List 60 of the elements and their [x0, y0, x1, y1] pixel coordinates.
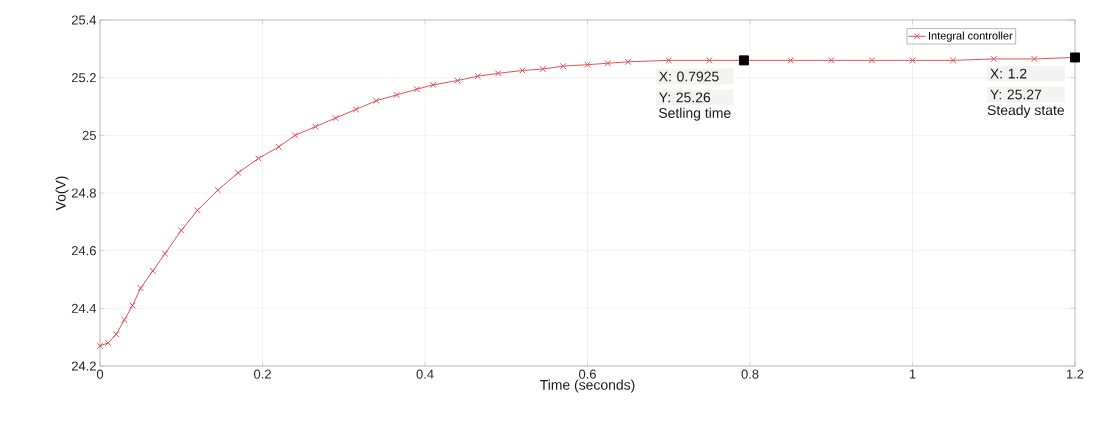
point: [949, 57, 957, 64]
point: [291, 132, 299, 139]
annotation: Y: 25.26: [659, 92, 711, 103]
y-tick-label: 24.8: [71, 188, 96, 198]
point: [990, 55, 998, 63]
x-tick-label: 0.6: [579, 369, 596, 379]
point: [194, 206, 201, 214]
x-tick-label: 0.8: [741, 369, 759, 379]
point: [177, 227, 185, 234]
point: [161, 250, 169, 257]
point: [112, 330, 120, 338]
annotation: Setling time: [658, 107, 731, 121]
point: [149, 267, 157, 275]
point: [494, 70, 502, 77]
annotation: X: 1.2: [990, 68, 1027, 79]
y-tick-label: 25.4: [71, 15, 97, 25]
point: [868, 57, 876, 64]
y-tick-label: 24.6: [71, 246, 96, 256]
point: [706, 57, 713, 64]
point: [393, 91, 400, 99]
point: [539, 65, 547, 73]
x-tick-label: 0.4: [416, 369, 434, 379]
y-tick-label: 24.4: [71, 303, 97, 313]
point: [275, 143, 283, 151]
y-tick-label: 25.2: [71, 73, 96, 83]
point: [312, 123, 319, 130]
point: [214, 186, 222, 194]
point: [624, 58, 632, 66]
x-axis-title: Time (seconds): [540, 379, 635, 393]
x-tick-label: 0.2: [254, 369, 271, 379]
x-tick-label: 1.2: [1066, 369, 1084, 379]
point: [234, 169, 242, 177]
point: [604, 59, 612, 67]
point: [909, 57, 916, 64]
point: [787, 57, 794, 64]
y-tick-label: 24.2: [71, 361, 96, 371]
point: [104, 339, 112, 347]
point: [413, 85, 421, 93]
annotation: Y: 25.27: [990, 89, 1042, 100]
x-tick-label: 1: [909, 369, 916, 379]
point: [372, 97, 380, 105]
point: [474, 72, 482, 80]
annotation: Steady state: [987, 104, 1064, 118]
point: [332, 114, 339, 122]
point: [121, 316, 128, 324]
point: [96, 342, 104, 350]
x-tick-label: 0: [96, 369, 104, 379]
legend-label: Integral controller: [929, 31, 1013, 42]
point: [1031, 55, 1038, 63]
point: [352, 106, 360, 113]
point: [255, 155, 262, 162]
point: [827, 57, 835, 64]
y-tick-label: 25: [82, 130, 96, 140]
point: [559, 62, 567, 70]
point: [584, 61, 591, 69]
annotation: X: 0.7925: [659, 71, 719, 82]
y-axis-title: Vo(V): [55, 176, 69, 211]
point: [665, 57, 673, 64]
point: [429, 81, 437, 89]
point: [137, 284, 144, 292]
